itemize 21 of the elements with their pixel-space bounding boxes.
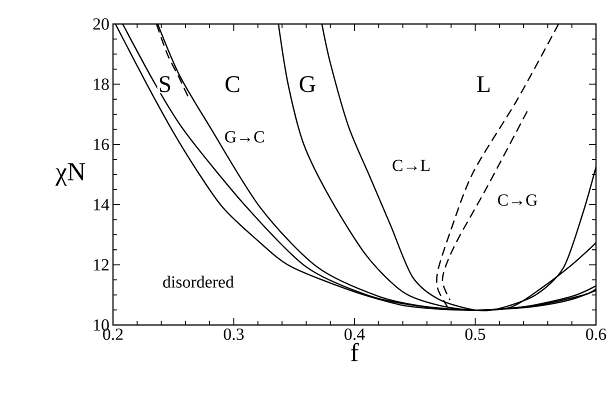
- y-axis-title: χN: [55, 163, 86, 186]
- x-tick-label: 0.5: [465, 328, 486, 340]
- x-axis-title: f: [350, 342, 359, 362]
- y-tick-label: 10: [94, 319, 109, 331]
- x-tick-label: 0.4: [344, 328, 365, 340]
- annotation: disordered: [163, 276, 234, 288]
- x-tick-label: 0.6: [586, 328, 606, 340]
- y-tick-label: 16: [94, 138, 109, 150]
- annotation: L: [477, 76, 490, 92]
- y-tick-label: 14: [94, 199, 110, 210]
- annotation: G: [300, 76, 316, 92]
- annotation: C→L: [392, 160, 430, 172]
- annotation: S: [160, 76, 170, 92]
- x-tick-label: 0.3: [224, 328, 244, 340]
- y-tick-label: 20: [93, 18, 109, 30]
- x-tick-label: 0.2: [103, 328, 123, 340]
- annotation: C: [226, 76, 240, 92]
- y-tick-label: 12: [94, 259, 109, 270]
- annotation: C→G: [498, 194, 538, 206]
- annotation: G→C: [225, 131, 264, 143]
- y-tick-label: 18: [94, 78, 109, 90]
